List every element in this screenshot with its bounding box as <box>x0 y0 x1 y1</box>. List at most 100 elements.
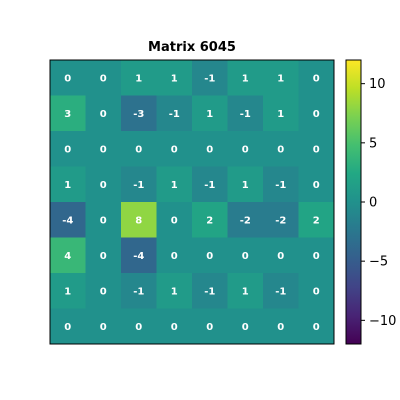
cell-value-label: 1 <box>171 73 178 84</box>
heatmap-cell-r2-c1 <box>85 131 122 167</box>
cell-value-label: -1 <box>275 180 286 191</box>
cell-value-label: 1 <box>242 73 249 84</box>
cell-value-label: -4 <box>133 251 144 262</box>
cell-value-label: 0 <box>100 286 107 297</box>
cell-value-label: 3 <box>64 109 71 120</box>
heatmap-cell-r1-c1 <box>85 95 122 132</box>
heatmap-cell-r2-c7 <box>298 131 335 167</box>
cell-value-label: 0 <box>313 180 320 191</box>
cell-value-label: -2 <box>240 215 251 226</box>
cell-value-label: 0 <box>64 322 71 333</box>
cell-value-label: 4 <box>64 251 71 262</box>
cell-value-label: 0 <box>242 322 249 333</box>
cell-value-label: 0 <box>313 109 320 120</box>
cell-value-label: -1 <box>169 109 180 120</box>
cell-value-label: -1 <box>275 286 286 297</box>
heatmap-cell-r0-c6 <box>263 60 299 96</box>
heatmap-frame <box>49 59 335 345</box>
heatmap-cell-r3-c7 <box>298 166 335 203</box>
cell-value-label: 0 <box>100 215 107 226</box>
cell-value-label: 1 <box>242 286 249 297</box>
cell-value-label: 0 <box>277 144 284 155</box>
cell-value-label: 0 <box>171 215 178 226</box>
heatmap-cell-r0-c3 <box>156 60 193 96</box>
heatmap-cell-r5-c6 <box>263 237 299 274</box>
cell-value-label: 0 <box>64 73 71 84</box>
heatmap-cell-r6-c3 <box>156 273 193 309</box>
heatmap-cell-r6-c6 <box>263 273 299 309</box>
cell-value-label: 1 <box>206 109 213 120</box>
cell-value-label: 0 <box>135 144 142 155</box>
cell-value-label: 0 <box>242 251 249 262</box>
cell-value-label: 2 <box>313 215 320 226</box>
heatmap-cell-r3-c1 <box>85 166 122 203</box>
heatmap-cell-r0-c0 <box>50 60 86 96</box>
heatmap-cell-r5-c2 <box>121 237 157 274</box>
cell-value-label: -1 <box>204 180 215 191</box>
heatmap-cell-r4-c5 <box>227 202 264 238</box>
cell-value-label: 0 <box>100 109 107 120</box>
heatmap-cell-r3-c2 <box>121 166 157 203</box>
heatmap-cell-r6-c4 <box>192 273 228 309</box>
heatmap-cell-r5-c4 <box>192 237 228 274</box>
colorbar-tick-label: −10 <box>369 314 396 329</box>
heatmap-cell-r7-c0 <box>50 308 86 345</box>
heatmap-cell-r4-c0 <box>50 202 86 238</box>
cell-value-label: -1 <box>204 286 215 297</box>
colorbar-tick-label: 5 <box>369 136 377 151</box>
heatmap-cell-r5-c3 <box>156 237 193 274</box>
heatmap-cell-r7-c1 <box>85 308 122 345</box>
heatmap-cell-r7-c5 <box>227 308 264 345</box>
heatmap-cell-r0-c4 <box>192 60 228 96</box>
heatmap-cell-r6-c0 <box>50 273 86 309</box>
cell-value-label: 0 <box>313 286 320 297</box>
heatmap-cell-r4-c7 <box>298 202 335 238</box>
heatmap-cell-r7-c4 <box>192 308 228 345</box>
chart-title: Matrix 6045 <box>148 40 236 55</box>
cell-value-label: 1 <box>277 109 284 120</box>
colorbar-tick-label: −5 <box>369 255 388 270</box>
cell-value-label: 0 <box>313 144 320 155</box>
cell-value-label: -2 <box>275 215 286 226</box>
heatmap-cell-r3-c5 <box>227 166 264 203</box>
cell-value-label: 0 <box>100 251 107 262</box>
heatmap-cell-r5-c5 <box>227 237 264 274</box>
cell-value-label: 8 <box>135 215 142 226</box>
cell-value-label: 0 <box>277 251 284 262</box>
cell-value-label: 0 <box>313 322 320 333</box>
heatmap-cell-r1-c6 <box>263 95 299 132</box>
cell-value-label: 0 <box>313 73 320 84</box>
cell-value-label: 0 <box>135 322 142 333</box>
cell-value-label: 0 <box>171 322 178 333</box>
cell-value-label: 0 <box>64 144 71 155</box>
heatmap-cell-r4-c1 <box>85 202 122 238</box>
heatmap-cell-r0-c7 <box>298 60 335 96</box>
heatmap-cell-r2-c3 <box>156 131 193 167</box>
heatmap-cell-r0-c5 <box>227 60 264 96</box>
heatmap-cell-r0-c1 <box>85 60 122 96</box>
cell-value-label: 0 <box>206 251 213 262</box>
cell-value-label: 0 <box>277 322 284 333</box>
heatmap-cell-r1-c7 <box>298 95 335 132</box>
heatmap-cell-r5-c1 <box>85 237 122 274</box>
heatmap-cell-r6-c1 <box>85 273 122 309</box>
heatmap-cell-r2-c4 <box>192 131 228 167</box>
colorbar-tick-label: 0 <box>369 196 377 211</box>
heatmap-cell-r7-c2 <box>121 308 157 345</box>
cell-value-label: -1 <box>133 286 144 297</box>
cell-value-label: -1 <box>240 109 251 120</box>
heatmap-cell-r2-c6 <box>263 131 299 167</box>
cell-value-label: 1 <box>242 180 249 191</box>
cell-value-label: 0 <box>171 251 178 262</box>
cell-value-label: 0 <box>100 144 107 155</box>
cell-value-label: 0 <box>100 73 107 84</box>
heatmap-cell-r7-c3 <box>156 308 193 345</box>
heatmap-grid: 0 0 1 1 -1 1 1 0 3 0 -3 -1 1 -1 1 0 0 0 0 0 0 0 0 0 1 0 -1 1 -1 1 -1 0 -… <box>50 60 335 345</box>
heatmap-cell-r4-c2 <box>121 202 157 238</box>
cell-value-label: 0 <box>206 144 213 155</box>
heatmap-cell-r4-c3 <box>156 202 193 238</box>
heatmap-cell-r7-c6 <box>263 308 299 345</box>
colorbar <box>345 59 362 345</box>
heatmap-cell-r0-c2 <box>121 60 157 96</box>
